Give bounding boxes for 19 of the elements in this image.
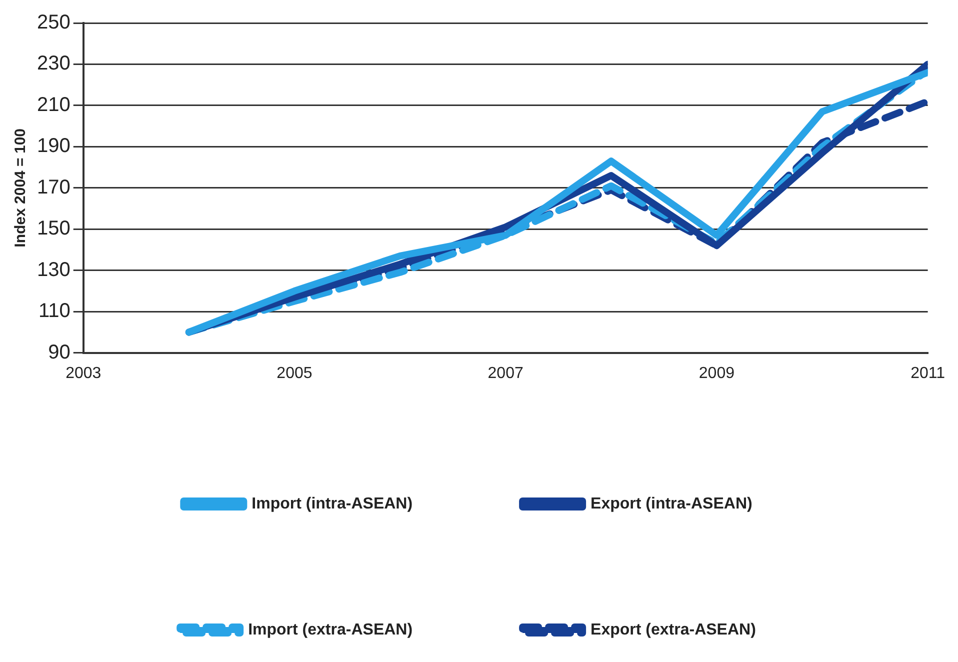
y-tick-label: 170 <box>36 176 70 198</box>
x-tick-label: 2007 <box>488 364 524 382</box>
y-tick-label: 210 <box>36 94 70 116</box>
legend-label: Export (extra-ASEAN) <box>590 621 756 638</box>
y-tick-label: 130 <box>36 258 70 281</box>
y-tick-label: 190 <box>36 135 70 158</box>
legend-label: Import (intra-ASEAN) <box>252 495 413 512</box>
x-tick-label: 2005 <box>276 364 312 382</box>
legend-label: Export (intra-ASEAN) <box>590 495 752 512</box>
legend-label: Import (extra-ASEAN) <box>248 621 413 638</box>
y-tick-label: 230 <box>36 52 70 75</box>
x-tick-label: 2009 <box>698 364 735 382</box>
y-tick-label: 250 <box>36 12 70 34</box>
y-tick-label: 150 <box>36 218 70 240</box>
x-tick-label: 2011 <box>910 364 946 382</box>
y-axis-title: Index 2004 = 100 <box>12 128 30 248</box>
y-tick-label: 110 <box>38 300 70 322</box>
x-tick-label: 2003 <box>66 364 102 382</box>
y-tick-label: 90 <box>48 341 70 364</box>
